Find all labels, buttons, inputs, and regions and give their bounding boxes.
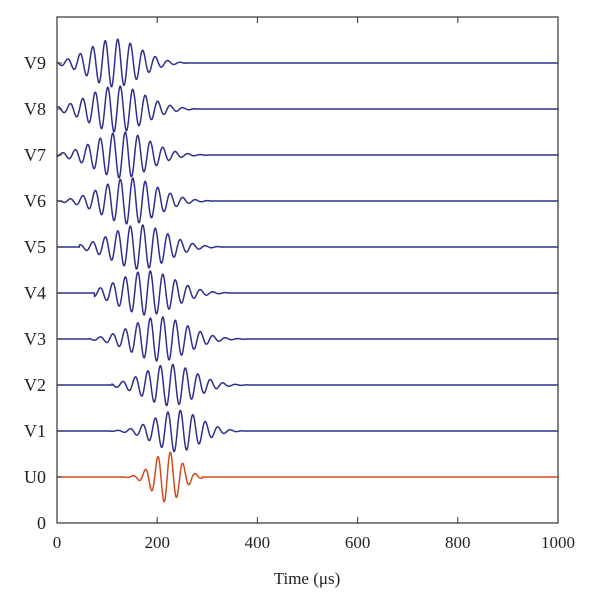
trace-v5 (57, 224, 558, 270)
trace-v1 (57, 409, 558, 453)
trace-v3 (57, 316, 558, 362)
y-tick-label: U0 (24, 467, 46, 487)
trace-v4 (57, 270, 558, 316)
y-tick-label: V6 (24, 191, 46, 211)
x-axis: 0 200 400 600 800 1000 (53, 17, 575, 552)
x-tick-label: 800 (445, 533, 471, 552)
y-tick-label: V4 (24, 283, 46, 303)
trace-v2 (57, 363, 558, 407)
y-tick-label: V3 (24, 329, 46, 349)
trace-v9 (56, 38, 558, 88)
x-axis-title: Time (μs) (274, 569, 341, 588)
trace-group (56, 38, 558, 503)
y-tick-label: V9 (24, 53, 46, 73)
x-tick-label: 0 (53, 533, 62, 552)
y-tick-label: 0 (37, 513, 46, 533)
y-tick-label: V7 (24, 145, 46, 165)
trace-v7 (56, 131, 558, 179)
y-tick-label: V5 (24, 237, 46, 257)
x-tick-label: 200 (144, 533, 170, 552)
trace-v6 (57, 177, 558, 225)
y-tick-label: V1 (24, 421, 46, 441)
x-tick-label: 400 (245, 533, 271, 552)
plot-area (56, 16, 559, 524)
y-axis: 0 U0 V1 V2 V3 V4 V5 V6 V7 V8 V9 (24, 53, 62, 533)
y-tick-label: V8 (24, 99, 46, 119)
trace-u0 (57, 451, 558, 503)
x-tick-label: 1000 (541, 533, 575, 552)
y-tick-label: V2 (24, 375, 46, 395)
trace-v8 (56, 85, 558, 133)
x-tick-label: 600 (345, 533, 371, 552)
